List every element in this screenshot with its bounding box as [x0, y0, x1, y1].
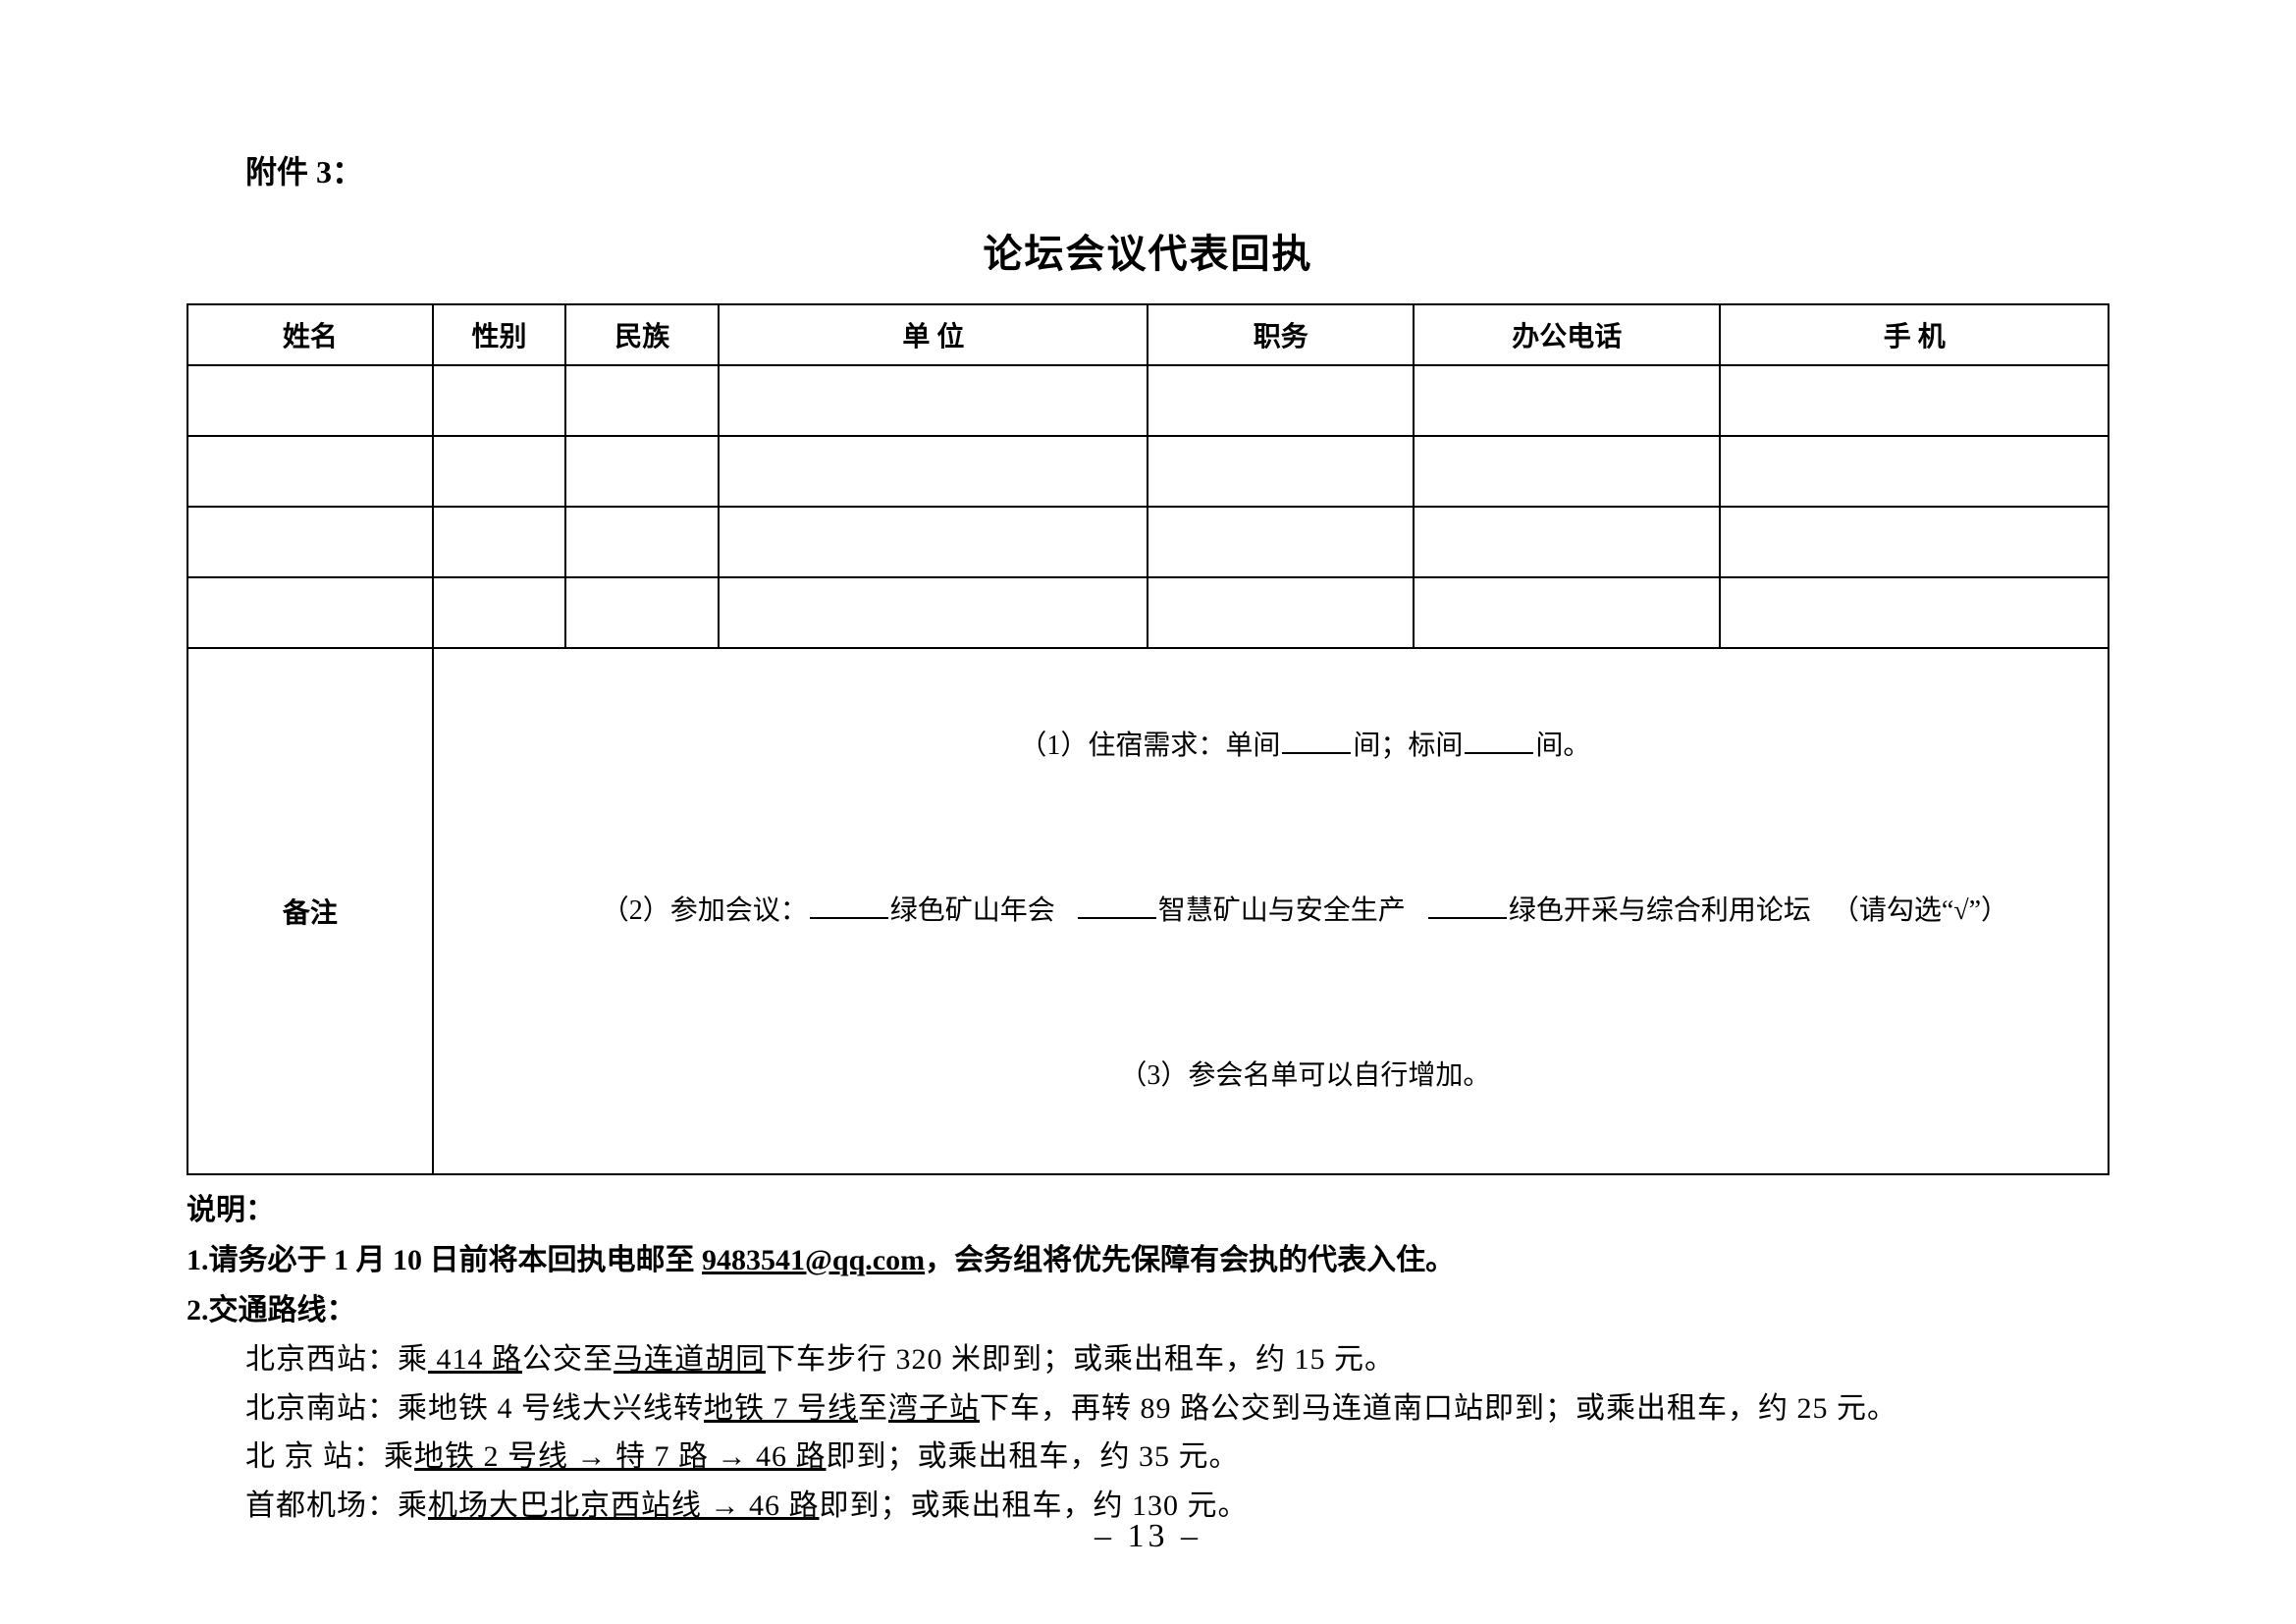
- cell: [1414, 436, 1720, 507]
- text: 至: [858, 1392, 888, 1425]
- blank-field[interactable]: [1078, 917, 1156, 919]
- table-row: [187, 436, 2109, 507]
- cell: [1148, 365, 1414, 436]
- cell: [1720, 577, 2109, 648]
- route-segment: 414 路: [428, 1343, 522, 1376]
- text: 首都机场：乘: [245, 1489, 428, 1522]
- route-segment: 机场大巴北京西站线 → 46 路: [428, 1489, 820, 1522]
- cell: [433, 436, 565, 507]
- cell: [433, 507, 565, 577]
- remark-label: 备注: [187, 648, 433, 1174]
- remark-text: 智慧矿山与安全生产: [1158, 895, 1406, 926]
- route-segment: 湾子站: [888, 1392, 980, 1425]
- cell: [719, 577, 1148, 648]
- email-link[interactable]: 9483541@qq.com: [702, 1244, 925, 1276]
- cell: [1414, 577, 1720, 648]
- col-header-unit: 单 位: [719, 304, 1148, 365]
- route-segment: 地铁 7 号线: [704, 1392, 858, 1425]
- remark-text: 绿色开采与综合利用论坛: [1509, 895, 1811, 926]
- blank-field[interactable]: [1282, 752, 1351, 754]
- remark-text: 间。: [1535, 731, 1590, 761]
- col-header-mobile: 手 机: [1720, 304, 2109, 365]
- table-row: [187, 365, 2109, 436]
- explanation-header: 说明：: [187, 1185, 2109, 1235]
- blank-field[interactable]: [1428, 917, 1507, 919]
- document-title: 论坛会议代表回执: [187, 222, 2109, 279]
- cell: [1720, 365, 2109, 436]
- col-header-duty: 职务: [1148, 304, 1414, 365]
- cell: [565, 365, 719, 436]
- cell: [1414, 365, 1720, 436]
- cell: [719, 436, 1148, 507]
- page-container: 附件 3： 论坛会议代表回执 姓名 性别 民族 单 位 职务 办公电话 手 机: [0, 0, 2296, 1624]
- cell: [187, 507, 433, 577]
- col-header-gender: 性别: [433, 304, 565, 365]
- explanation-item-2: 2.交通路线：: [187, 1285, 2109, 1335]
- text: 北京西站：乘: [245, 1343, 428, 1376]
- route-beijing-station: 北 京 站：乘地铁 2 号线 → 特 7 路 → 46 路即到；或乘出租车，约 …: [245, 1433, 2109, 1482]
- text: 下车，再转 89 路公交到马连道南口站即到；或乘出租车，约 25 元。: [980, 1392, 1897, 1425]
- cell: [565, 507, 719, 577]
- cell: [1148, 577, 1414, 648]
- cell: [1414, 507, 1720, 577]
- explanation-item-1: 1.请务必于 1 月 10 日前将本回执电邮至 9483541@qq.com，会…: [187, 1235, 2109, 1285]
- remark-text: 绿色矿山年会: [890, 895, 1055, 926]
- table-header-row: 姓名 性别 民族 单 位 职务 办公电话 手 机: [187, 304, 2109, 365]
- route-beijing-south: 北京南站：乘地铁 4 号线大兴线转地铁 7 号线至湾子站下车，再转 89 路公交…: [245, 1384, 2109, 1434]
- route-beijing-west: 北京西站：乘 414 路公交至马连道胡同下车步行 320 米即到；或乘出租车，约…: [245, 1335, 2109, 1384]
- remark-text: （请勾选“√”）: [1832, 895, 2008, 926]
- attachment-label: 附件 3：: [245, 147, 2109, 192]
- text: 即到；或乘出租车，约 35 元。: [827, 1440, 1240, 1473]
- route-segment: 地铁 2 号线 → 特 7 路 → 46 路: [414, 1440, 827, 1473]
- cell: [1148, 507, 1414, 577]
- text: 公交至: [522, 1343, 614, 1376]
- remark-text: （2）参加会议：: [602, 895, 808, 926]
- text: 即到；或乘出租车，约 130 元。: [820, 1489, 1249, 1522]
- cell: [433, 365, 565, 436]
- col-header-ethnic: 民族: [565, 304, 719, 365]
- route-segment: 马连道胡同: [614, 1343, 766, 1376]
- receipt-table: 姓名 性别 民族 单 位 职务 办公电话 手 机 备注 （1）住宿需求：单间 间；…: [187, 303, 2109, 1175]
- col-header-name: 姓名: [187, 304, 433, 365]
- blank-field[interactable]: [810, 917, 888, 919]
- remark-text: （1）住宿需求：单间: [1019, 731, 1280, 761]
- cell: [187, 365, 433, 436]
- remark-text: （3）参会名单可以自行增加。: [1119, 1060, 1490, 1091]
- cell: [719, 507, 1148, 577]
- cell: [187, 436, 433, 507]
- cell: [719, 365, 1148, 436]
- cell: [433, 577, 565, 648]
- cell: [565, 577, 719, 648]
- blank-field[interactable]: [1465, 752, 1533, 754]
- table-row: [187, 507, 2109, 577]
- remark-text: 间；标间: [1353, 731, 1463, 761]
- col-header-office-phone: 办公电话: [1414, 304, 1720, 365]
- text: 北京南站：乘地铁 4 号线大兴线转: [245, 1392, 704, 1425]
- text: 下车步行 320 米即到；或乘出租车，约 15 元。: [766, 1343, 1395, 1376]
- cell: [1720, 507, 2109, 577]
- page-number: – 13 –: [0, 1518, 2296, 1555]
- cell: [565, 436, 719, 507]
- text: 1.请务必于 1 月 10 日前将本回执电邮至: [187, 1244, 702, 1276]
- remark-content: （1）住宿需求：单间 间；标间 间。 （2）参加会议： 绿色矿山年会 智慧矿山与安全生…: [433, 648, 2109, 1174]
- table-remark-row: 备注 （1）住宿需求：单间 间；标间 间。 （2）参加会议： 绿色矿山年会 智慧矿山与…: [187, 648, 2109, 1174]
- table-row: [187, 577, 2109, 648]
- text: 北 京 站：乘: [245, 1440, 414, 1473]
- text: ，会务组将优先保障有会执的代表入住。: [925, 1244, 1455, 1276]
- cell: [1148, 436, 1414, 507]
- explanation-section: 说明： 1.请务必于 1 月 10 日前将本回执电邮至 9483541@qq.c…: [187, 1185, 2109, 1530]
- cell: [187, 577, 433, 648]
- cell: [1720, 436, 2109, 507]
